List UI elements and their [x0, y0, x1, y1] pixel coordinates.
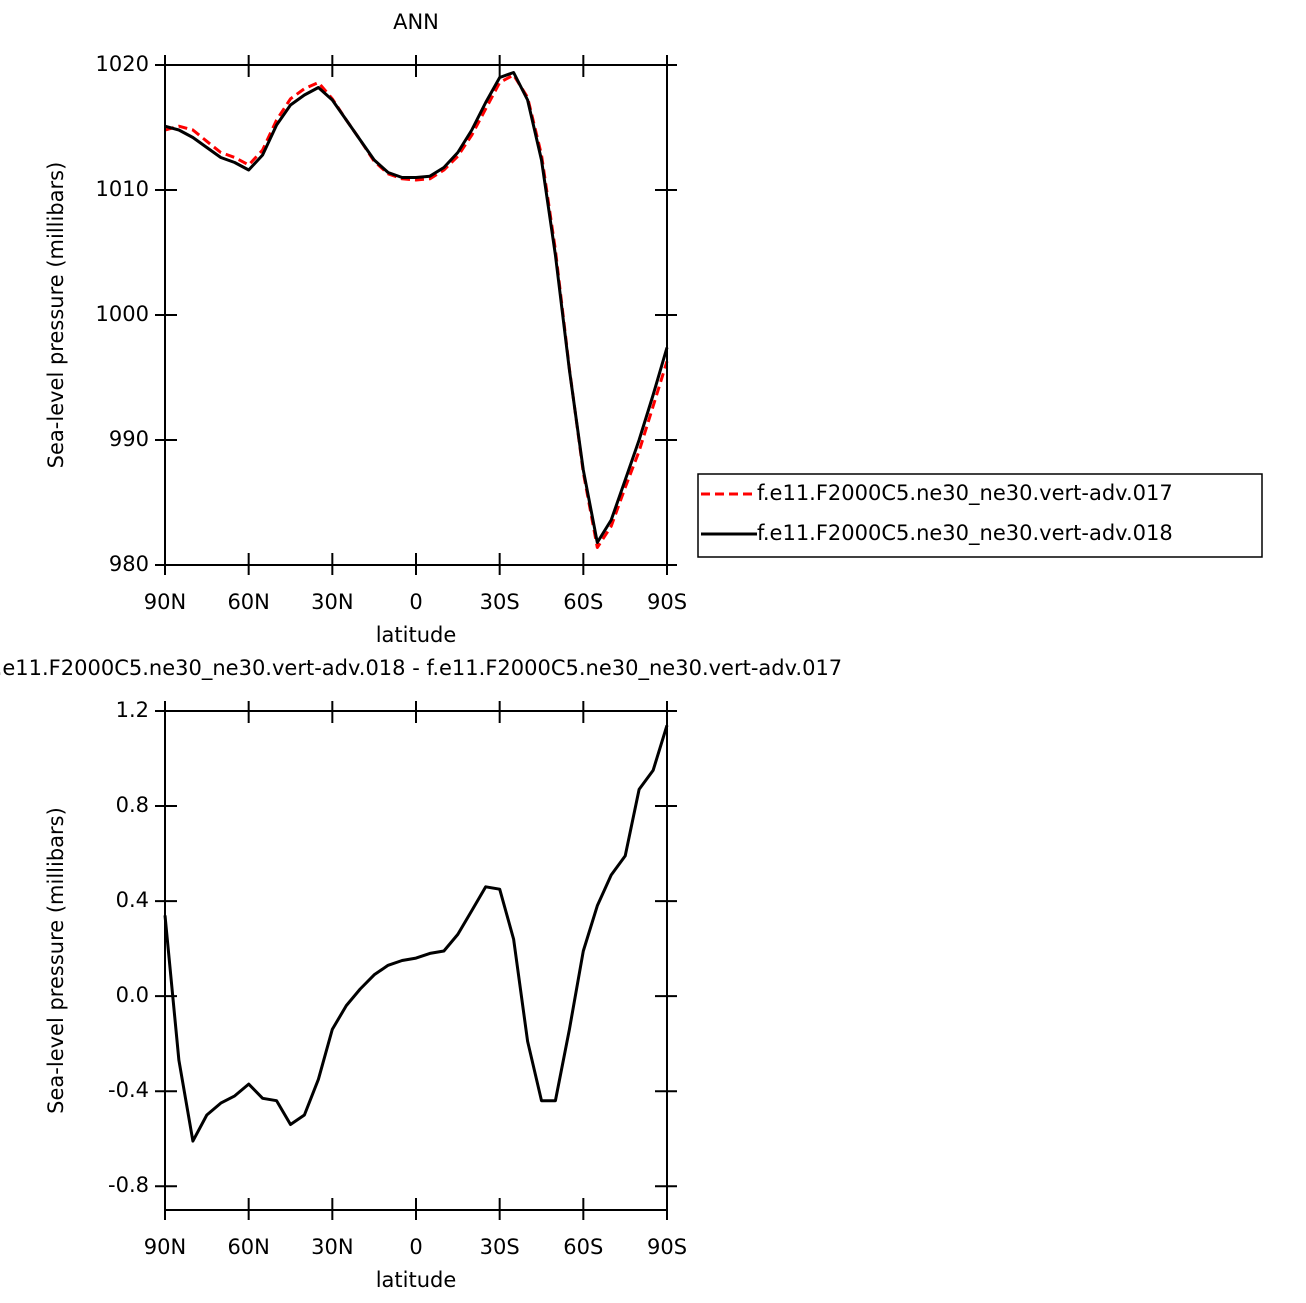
- y-tick-label: 0.8: [116, 793, 149, 817]
- x-tick-label: 90N: [144, 590, 186, 614]
- x-tick-label: 60S: [563, 590, 603, 614]
- x-tick-label: 30S: [480, 1235, 520, 1259]
- data-line: [164, 71, 669, 544]
- x-tick-label: 0: [409, 1235, 422, 1259]
- x-tick-label: 90N: [144, 1235, 186, 1259]
- legend-box: [697, 473, 1263, 558]
- x-axis-label: latitude: [376, 1268, 457, 1292]
- x-tick-label: 60N: [227, 1235, 269, 1259]
- x-tick-label: 90S: [647, 1235, 687, 1259]
- plot-frame: [164, 64, 668, 566]
- y-tick-label: 1000: [96, 302, 149, 326]
- y-tick-label: 990: [109, 427, 149, 451]
- data-line: [164, 73, 669, 549]
- y-tick-label: 1.2: [116, 698, 149, 722]
- y-tick-label: 0.4: [116, 888, 149, 912]
- legend-label: f.e11.F2000C5.ne30_ne30.vert-adv.017: [757, 481, 1173, 506]
- plot-frame: [164, 710, 668, 1211]
- x-tick-label: 60S: [563, 1235, 603, 1259]
- chart-title: f.e11.F2000C5.ne30_ne30.vert-adv.018 - f…: [0, 656, 842, 681]
- y-tick-label: 1020: [96, 52, 149, 76]
- y-tick-label: -0.8: [108, 1173, 149, 1197]
- y-axis-label: Sea-level pressure (millibars): [44, 807, 68, 1114]
- x-tick-label: 30N: [311, 590, 353, 614]
- x-tick-label: 90S: [647, 590, 687, 614]
- y-tick-label: 980: [109, 552, 149, 576]
- y-axis-label: Sea-level pressure (millibars): [44, 162, 68, 469]
- y-tick-label: -0.4: [108, 1078, 149, 1102]
- y-tick-label: 0.0: [116, 983, 149, 1007]
- x-tick-label: 30S: [480, 590, 520, 614]
- chart-title: ANN: [393, 10, 439, 34]
- legend-label: f.e11.F2000C5.ne30_ne30.vert-adv.018: [757, 521, 1173, 546]
- x-tick-label: 60N: [227, 590, 269, 614]
- x-tick-label: 30N: [311, 1235, 353, 1259]
- x-tick-label: 0: [409, 590, 422, 614]
- y-tick-label: 1010: [96, 177, 149, 201]
- data-line: [163, 724, 669, 1143]
- x-axis-label: latitude: [376, 623, 457, 647]
